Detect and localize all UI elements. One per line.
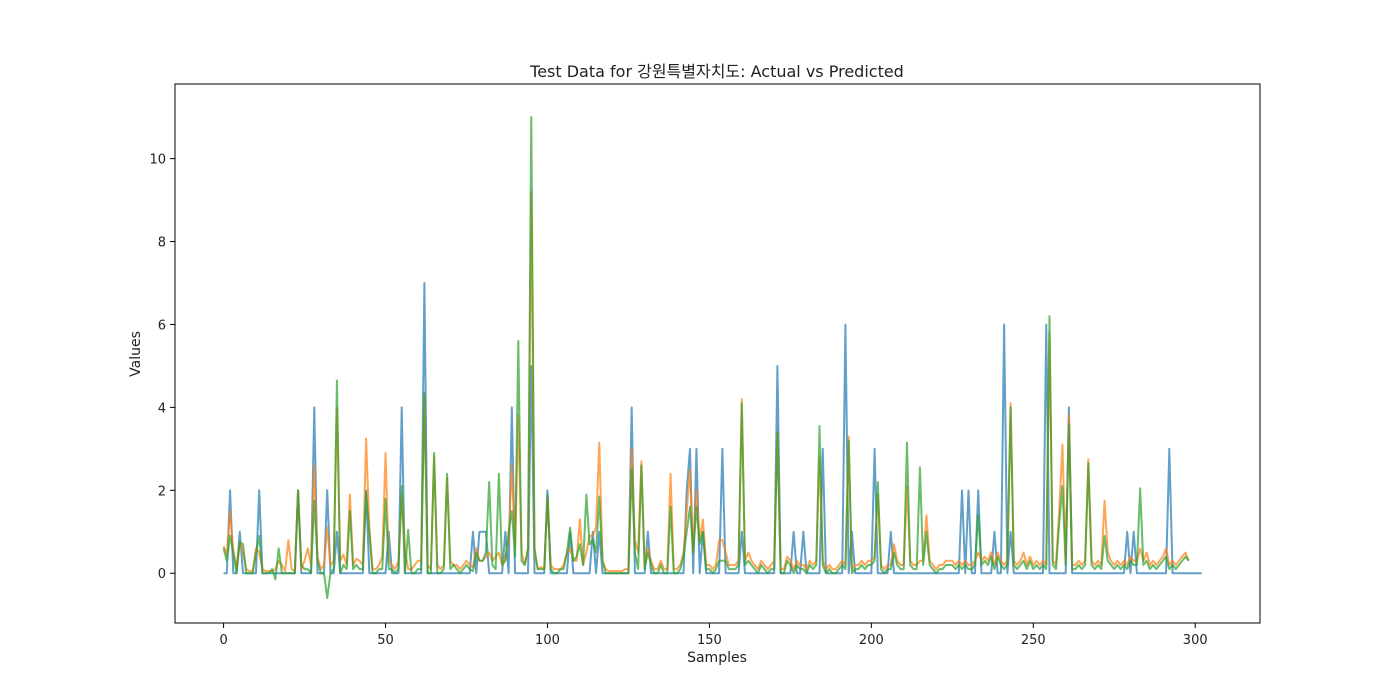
y-tick-label: 4 — [158, 401, 166, 416]
series-line-3 — [222, 116, 1190, 600]
x-tick-label: 300 — [1183, 633, 1208, 648]
series-layer — [222, 116, 1202, 600]
x-tick-label: 250 — [1021, 633, 1046, 648]
x-tick-label: 100 — [535, 633, 560, 648]
x-tick-label: 50 — [377, 633, 394, 648]
chart-title: Test Data for 강원특별자치도: Actual vs Predict… — [529, 62, 904, 81]
x-axis-label: Samples — [687, 650, 747, 666]
x-axis: 0 50 100 150 200 250 300 — [219, 623, 1208, 648]
y-tick-label: 8 — [158, 236, 166, 251]
x-tick-label: 200 — [859, 633, 884, 648]
y-tick-label: 0 — [158, 567, 166, 582]
y-tick-label: 6 — [158, 318, 166, 333]
plot-frame — [174, 83, 1261, 624]
y-axis-label: Values — [128, 331, 144, 377]
x-tick-label: 0 — [219, 633, 227, 648]
y-tick-label: 10 — [149, 153, 166, 168]
y-axis: 0 2 4 6 8 10 — [149, 153, 175, 582]
y-tick-label: 2 — [158, 484, 166, 499]
x-tick-label: 150 — [697, 633, 722, 648]
